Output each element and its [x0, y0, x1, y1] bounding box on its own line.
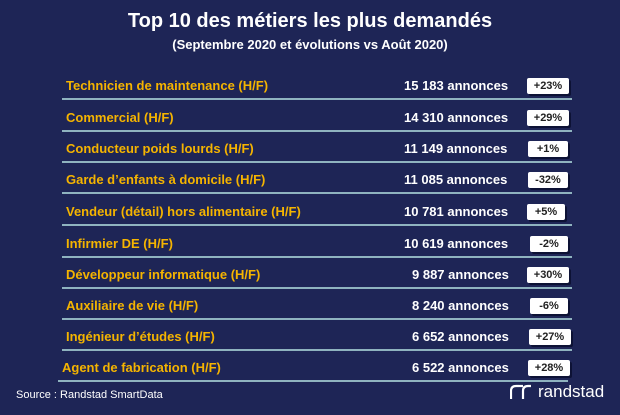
- brand-name: randstad: [538, 382, 605, 401]
- table-row: Développeur informatique (H/F) 9 887 anno…: [0, 260, 620, 292]
- row-divider: [62, 98, 572, 100]
- row-divider: [62, 256, 572, 258]
- row-divider: [62, 130, 572, 132]
- change-badge: +27%: [529, 329, 571, 345]
- source-note: Source : Randstad SmartData: [16, 389, 163, 401]
- change-badge: +5%: [527, 204, 565, 220]
- table-row: Vendeur (détail) hors alimentaire (H/F) 1…: [0, 197, 620, 229]
- job-label: Conducteur poids lourds (H/F): [66, 141, 254, 156]
- table-row: Technicien de maintenance (H/F) 15 183 an…: [0, 71, 620, 103]
- job-label: Auxiliaire de vie (H/F): [66, 298, 199, 313]
- brand: randstad: [510, 382, 604, 402]
- row-divider: [62, 349, 572, 351]
- row-divider: [62, 224, 572, 226]
- table-row: Ingénieur d’études (H/F) 6 652 annonces +2…: [0, 322, 620, 354]
- job-label: Développeur informatique (H/F): [66, 267, 261, 282]
- job-label: Vendeur (détail) hors alimentaire (H/F): [66, 204, 301, 219]
- row-divider: [58, 380, 568, 382]
- announcement-count: 11 149 annonces: [404, 141, 508, 156]
- announcement-count: 6 652 annonces: [412, 329, 509, 344]
- row-divider: [62, 192, 572, 194]
- job-label: Commercial (H/F): [66, 110, 174, 125]
- job-label: Ingénieur d’études (H/F): [66, 329, 215, 344]
- announcement-count: 10 619 annonces: [404, 236, 509, 251]
- announcement-count: 11 085 annonces: [404, 172, 508, 187]
- change-badge: -2%: [530, 236, 568, 252]
- announcement-count: 14 310 annonces: [404, 110, 509, 125]
- table-row: Garde d’enfants à domicile (H/F) 11 085 a…: [0, 165, 620, 197]
- change-badge: -6%: [530, 298, 568, 314]
- job-label: Technicien de maintenance (H/F): [66, 78, 269, 93]
- table-row: Infirmier DE (H/F) 10 619 annonces -2%: [0, 229, 620, 261]
- row-divider: [62, 318, 572, 320]
- table-row: Conducteur poids lourds (H/F) 11 149 anno…: [0, 134, 620, 166]
- randstad-logo-icon: [510, 384, 531, 399]
- job-label: Garde d’enfants à domicile (H/F): [66, 172, 266, 187]
- table-row: Commercial (H/F) 14 310 annonces +29%: [0, 103, 620, 135]
- table-row: Auxiliaire de vie (H/F) 8 240 annonces -6%: [0, 291, 620, 323]
- row-divider: [62, 161, 572, 163]
- announcement-count: 15 183 annonces: [404, 78, 509, 93]
- job-label: Infirmier DE (H/F): [66, 236, 173, 251]
- chart-subtitle: (Septembre 2020 et évolutions vs Août 20…: [172, 37, 448, 52]
- change-badge: +29%: [527, 110, 569, 126]
- row-divider: [62, 287, 572, 289]
- table-row: Agent de fabrication (H/F) 6 522 annonces…: [0, 353, 620, 385]
- change-badge: +1%: [528, 141, 568, 157]
- announcement-count: 8 240 annonces: [412, 298, 509, 313]
- chart-title: Top 10 des métiers les plus demandés: [127, 10, 493, 32]
- change-badge: +28%: [528, 360, 570, 376]
- announcement-count: 6 522 annonces: [412, 360, 509, 375]
- change-badge: -32%: [528, 172, 568, 188]
- announcement-count: 9 887 annonces: [412, 267, 509, 282]
- change-badge: +23%: [527, 78, 569, 94]
- job-label: Agent de fabrication (H/F): [62, 360, 221, 375]
- announcement-count: 10 781 annonces: [404, 204, 509, 219]
- change-badge: +30%: [527, 267, 569, 283]
